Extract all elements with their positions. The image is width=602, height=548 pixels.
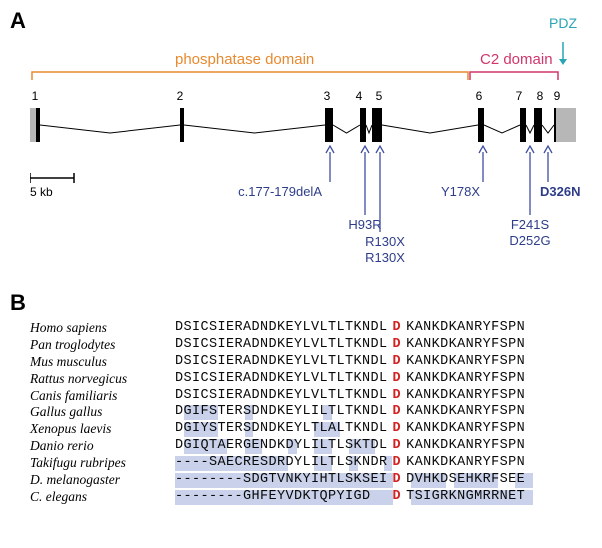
mutation-label: R130X [365,250,405,265]
mutation-arrow-head [376,146,384,153]
mutation-label: Y178X [441,184,480,199]
sequence: DGIQTAERGENDKDYLILTLSKTDLDKANKDKANRYFSPN [175,438,525,455]
alignment-row: Gallus gallusDGIFSTERSDNDKEYLILTLTKNDLDK… [30,404,585,421]
mutation-label: c.177-179delA [238,184,322,199]
mutation-label: R130X [365,234,405,249]
pdz-label: PDZ [549,15,577,31]
alignment-row: C. elegans--------GHFEYVDKTQPYIGD DTSIGR… [30,489,585,506]
exon-number: 5 [376,89,383,103]
exon-box [372,108,382,142]
sequence-alignment: Homo sapiensDSICSIERADNDKEYLVLTLTKNDLDKA… [30,320,585,506]
exon-box [534,108,542,142]
species-name: Rattus norvegicus [30,371,175,388]
alignment-row: Takifugu rubripes----SAECRESDRDYLILTLSKN… [30,455,585,472]
domain-label: phosphatase domain [175,51,314,68]
intron [366,125,372,133]
mutation-label: D326N [540,184,580,199]
exon-box [478,108,484,142]
intron [40,125,180,133]
alignment-row: Pan troglodytesDSICSIERADNDKEYLVLTLTKNDL… [30,337,585,354]
sequence: ----SAECRESDRDYLILTLSKNDRDKANKDKANRYFSPN [175,455,525,472]
intron [333,125,360,133]
exon-box [325,108,333,142]
gene-diagram: phosphatase domain C2 domain PDZ 1 2 3 45 6 789 5… [30,10,585,280]
alignment-row: Mus musculusDSICSIERADNDKEYLVLTLTKNDLDKA… [30,354,585,371]
alignment-row: Danio rerioDGIQTAERGENDKDYLILTLSKTDLDKAN… [30,438,585,455]
sequence: DGIFSTERSDNDKEYLILTLTKNDLDKANKDKANRYFSPN [175,404,525,421]
sequence: DSICSIERADNDKEYLVLTLTKNDLDKANKDKANRYFSPN [175,320,525,337]
mutation-arrow-head [326,146,334,153]
panel-b-label: B [10,290,26,316]
exon-box [554,108,556,142]
species-name: Xenopus laevis [30,421,175,438]
exon-number: 3 [324,89,331,103]
alignment-row: Rattus norvegicusDSICSIERADNDKEYLVLTLTKN… [30,371,585,388]
alignment-row: Xenopus laevisDGIYSTERSDNDKEYLTLALTKNDLD… [30,421,585,438]
mutation-arrow-head [544,146,552,153]
species-name: Pan troglodytes [30,337,175,354]
exon-number: 9 [554,89,561,103]
panel-a-label: A [10,8,26,34]
intron [526,125,534,133]
exon-box [180,108,184,142]
species-name: Danio rerio [30,438,175,455]
sequence: DSICSIERADNDKEYLVLTLTKNDLDKANKDKANRYFSPN [175,337,525,354]
exon-box [36,108,40,142]
exon-number: 1 [32,89,39,103]
species-name: Takifugu rubripes [30,455,175,472]
intron [382,125,478,133]
domain-label: C2 domain [480,51,553,68]
mutation-arrow-head [479,146,487,153]
species-name: C. elegans [30,489,175,506]
sequence: DSICSIERADNDKEYLVLTLTKNDLDKANKDKANRYFSPN [175,371,525,388]
exon-number: 6 [476,89,483,103]
alignment-row: Homo sapiensDSICSIERADNDKEYLVLTLTKNDLDKA… [30,320,585,337]
sequence: --------SDGTVNKYIHTLSKSEIDDVHKDSEHKRFSEE [175,472,525,489]
mutation-label: D252G [509,233,550,248]
exon-box [520,108,526,142]
pdz-arrow-head [559,59,567,65]
utr-box [30,108,36,142]
species-name: D. melanogaster [30,472,175,489]
domain-bracket [32,72,468,80]
intron [184,125,325,133]
exon-number: 4 [356,89,363,103]
sequence: DSICSIERADNDKEYLVLTLTKNDLDKANKDKANRYFSPN [175,354,525,371]
domain-bracket [470,72,558,80]
exon-number: 7 [516,89,523,103]
exon-box [360,108,366,142]
utr-box [556,108,576,142]
species-name: Gallus gallus [30,404,175,421]
intron [542,125,554,133]
species-name: Homo sapiens [30,320,175,337]
exon-number: 8 [537,89,544,103]
alignment-row: Canis familiarisDSICSIERADNDKEYLVLTLTKND… [30,388,585,405]
exon-number: 2 [177,89,184,103]
sequence: DGIYSTERSDNDKEYLTLALTKNDLDKANKDKANRYFSPN [175,421,525,438]
species-name: Mus musculus [30,354,175,371]
mutation-arrow-head [526,146,534,153]
intron [484,125,520,133]
mutation-label: H93R [348,217,381,232]
mutation-label: F241S [511,217,550,232]
species-name: Canis familiaris [30,388,175,405]
sequence: --------GHFEYVDKTQPYIGD DTSIGRKNGMRRNET [175,489,525,506]
sequence: DSICSIERADNDKEYLVLTLTKNDLDKANKDKANRYFSPN [175,388,525,405]
mutation-arrow-head [361,146,369,153]
alignment-row: D. melanogaster--------SDGTVNKYIHTLSKSEI… [30,472,585,489]
scale-bar-label: 5 kb [30,185,53,199]
